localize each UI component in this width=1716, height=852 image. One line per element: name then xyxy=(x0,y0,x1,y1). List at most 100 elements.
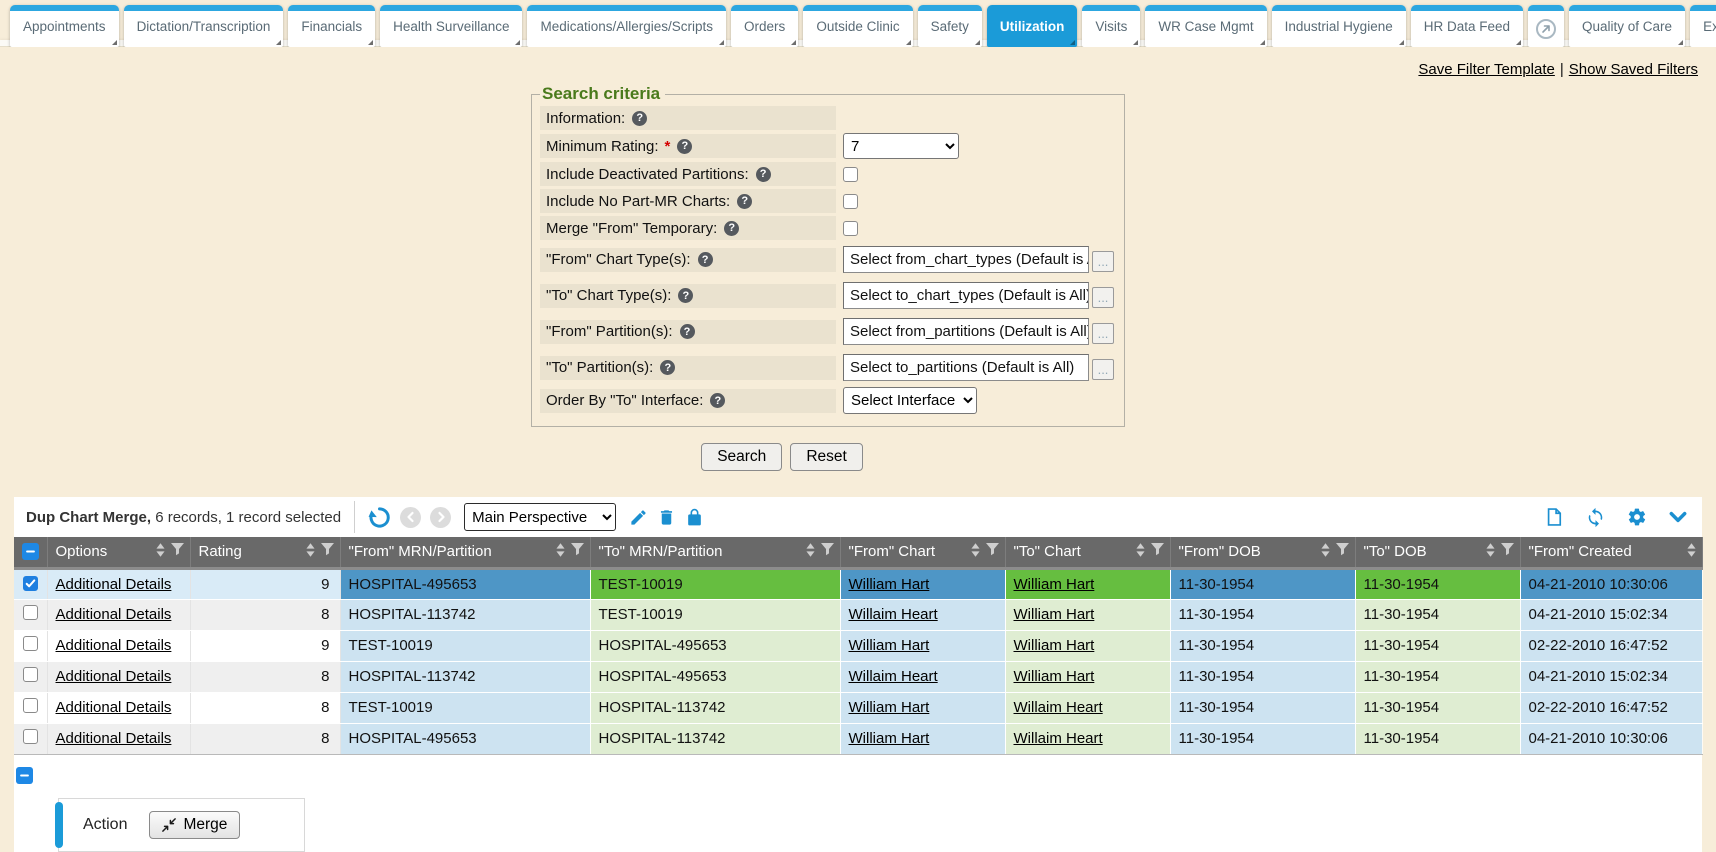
column-header-options[interactable]: Options xyxy=(47,537,191,570)
column-header-from_created[interactable]: "From" Created xyxy=(1520,537,1703,570)
help-icon[interactable]: ? xyxy=(737,193,753,209)
prev-icon[interactable] xyxy=(400,506,422,528)
tab-wr-case-mgmt[interactable]: WR Case Mgmt xyxy=(1145,5,1267,47)
minimum-rating-select[interactable]: 7 xyxy=(843,133,959,159)
tab-dictation-transcription[interactable]: Dictation/Transcription xyxy=(123,5,284,47)
edit-pencil-icon[interactable] xyxy=(629,508,648,527)
delete-trash-icon[interactable] xyxy=(657,508,676,527)
sort-icon[interactable] xyxy=(305,543,315,561)
chart-link[interactable]: William Hart xyxy=(1013,606,1095,623)
help-icon[interactable]: ? xyxy=(755,166,771,182)
chart-link[interactable]: Willaim Heart xyxy=(848,668,938,685)
merge-from-temporary-checkbox[interactable] xyxy=(843,220,858,236)
next-icon[interactable] xyxy=(430,506,452,528)
filter-icon[interactable] xyxy=(1150,543,1164,560)
row-checkbox[interactable] xyxy=(22,575,38,591)
chart-link[interactable]: Willaim Heart xyxy=(1013,699,1103,716)
chart-link[interactable]: Willaim Heart xyxy=(1013,730,1103,747)
filter-icon[interactable] xyxy=(820,543,834,560)
help-icon[interactable]: ? xyxy=(678,288,694,303)
filter-icon[interactable] xyxy=(170,543,184,560)
sort-icon[interactable] xyxy=(1485,543,1495,561)
additional-details-link[interactable]: Additional Details xyxy=(55,699,172,716)
include-deactivated-partitions-checkbox[interactable] xyxy=(843,166,858,182)
include-no-part-mr-charts-checkbox[interactable] xyxy=(843,193,858,209)
from-partitions-input[interactable]: Select from_partitions (Default is All) xyxy=(843,318,1089,345)
undo-icon[interactable] xyxy=(368,506,391,529)
help-icon[interactable]: ? xyxy=(632,110,648,126)
tab-external-link[interactable] xyxy=(1528,5,1565,47)
chart-link[interactable]: William Hart xyxy=(848,575,930,593)
tab-financials[interactable]: Financials xyxy=(288,5,376,47)
row-checkbox[interactable] xyxy=(22,636,38,651)
save-filter-template-link[interactable]: Save Filter Template xyxy=(1418,61,1555,78)
help-icon[interactable]: ? xyxy=(660,360,676,375)
order-by-to-interface-select[interactable]: Select Interface xyxy=(843,387,977,414)
sort-icon[interactable] xyxy=(1686,543,1696,561)
tab-health-surveillance[interactable]: Health Surveillance xyxy=(380,5,523,47)
column-header-from_dob[interactable]: "From" DOB xyxy=(1170,537,1356,570)
tab-safety[interactable]: Safety xyxy=(917,5,982,47)
chart-link[interactable]: William Hart xyxy=(848,730,930,747)
row-checkbox[interactable] xyxy=(22,698,38,713)
help-icon[interactable]: ? xyxy=(710,393,726,408)
additional-details-link[interactable]: Additional Details xyxy=(55,668,172,685)
sort-icon[interactable] xyxy=(155,543,165,561)
to-partitions-input[interactable]: Select to_partitions (Default is All) xyxy=(843,354,1089,381)
from-chart-types-input[interactable]: Select from_chart_types (Default is All) xyxy=(843,246,1089,273)
column-header-to_dob[interactable]: "To" DOB xyxy=(1355,537,1521,570)
row-checkbox[interactable] xyxy=(22,729,38,744)
row-checkbox[interactable] xyxy=(22,667,38,682)
to-chart-types-browse-button[interactable]: ... xyxy=(1092,287,1114,308)
sort-icon[interactable] xyxy=(1135,543,1145,561)
sort-icon[interactable] xyxy=(1320,543,1330,561)
search-button[interactable]: Search xyxy=(701,443,783,471)
sort-icon[interactable] xyxy=(555,543,565,561)
column-header-rating[interactable]: Rating xyxy=(190,537,341,570)
column-header-to_chart[interactable]: "To" Chart xyxy=(1005,537,1171,570)
additional-details-link[interactable]: Additional Details xyxy=(55,606,172,623)
collapse-chevron-icon[interactable] xyxy=(1668,507,1688,527)
tab-industrial-hygiene[interactable]: Industrial Hygiene xyxy=(1271,5,1406,47)
tab-exec[interactable]: Exec xyxy=(1690,5,1716,47)
tab-outside-clinic[interactable]: Outside Clinic xyxy=(803,5,913,47)
tab-orders[interactable]: Orders xyxy=(731,5,799,47)
additional-details-link[interactable]: Additional Details xyxy=(55,637,172,654)
settings-gear-icon[interactable] xyxy=(1627,507,1647,527)
chart-link[interactable]: William Hart xyxy=(1013,668,1095,685)
to-partitions-browse-button[interactable]: ... xyxy=(1092,359,1114,380)
column-header-from_chart[interactable]: "From" Chart xyxy=(840,537,1006,570)
tab-quality-of-care[interactable]: Quality of Care xyxy=(1569,5,1686,47)
refresh-icon[interactable] xyxy=(1585,507,1606,528)
from-chart-types-browse-button[interactable]: ... xyxy=(1092,251,1114,272)
from-partitions-browse-button[interactable]: ... xyxy=(1092,323,1114,344)
chart-link[interactable]: William Hart xyxy=(848,699,930,716)
filter-icon[interactable] xyxy=(320,543,334,560)
filter-icon[interactable] xyxy=(1335,543,1349,560)
select-all-minus-icon-bottom[interactable] xyxy=(16,766,33,784)
help-icon[interactable]: ? xyxy=(677,138,693,154)
filter-icon[interactable] xyxy=(1500,543,1514,560)
tab-appointments[interactable]: Appointments xyxy=(10,5,119,47)
chart-link[interactable]: Willaim Heart xyxy=(848,606,938,623)
column-header-from_mrn[interactable]: "From" MRN/Partition xyxy=(340,537,591,570)
sort-icon[interactable] xyxy=(805,543,815,561)
column-header-to_mrn[interactable]: "To" MRN/Partition xyxy=(590,537,841,570)
row-checkbox[interactable] xyxy=(22,605,38,620)
filter-icon[interactable] xyxy=(570,543,584,560)
tab-visits[interactable]: Visits xyxy=(1082,5,1141,47)
merge-button[interactable]: Merge xyxy=(149,810,241,839)
reset-button[interactable]: Reset xyxy=(790,443,863,471)
additional-details-link[interactable]: Additional Details xyxy=(55,575,172,593)
help-icon[interactable]: ? xyxy=(724,220,740,236)
show-saved-filters-link[interactable]: Show Saved Filters xyxy=(1568,61,1698,78)
help-icon[interactable]: ? xyxy=(697,252,713,267)
chart-link[interactable]: William Hart xyxy=(1013,637,1095,654)
help-icon[interactable]: ? xyxy=(679,324,695,339)
to-chart-types-input[interactable]: Select to_chart_types (Default is All) xyxy=(843,282,1089,309)
tab-medications-allergies-scripts[interactable]: Medications/Allergies/Scripts xyxy=(527,5,727,47)
chart-link[interactable]: William Hart xyxy=(1013,575,1095,593)
sort-icon[interactable] xyxy=(970,543,980,561)
tab-utilization[interactable]: Utilization xyxy=(986,5,1078,47)
lock-icon[interactable] xyxy=(685,508,704,527)
